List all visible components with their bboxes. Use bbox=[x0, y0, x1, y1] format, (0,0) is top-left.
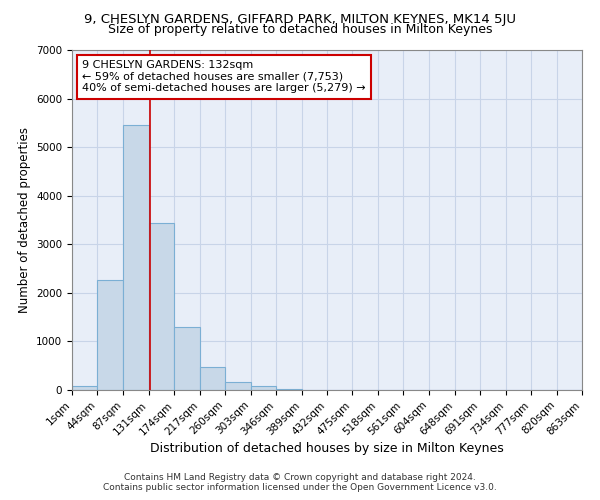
Y-axis label: Number of detached properties: Number of detached properties bbox=[17, 127, 31, 313]
Text: Contains HM Land Registry data © Crown copyright and database right 2024.
Contai: Contains HM Land Registry data © Crown c… bbox=[103, 473, 497, 492]
Bar bbox=[276, 388, 302, 390]
Bar bbox=[200, 367, 225, 390]
Bar bbox=[175, 327, 200, 390]
Bar bbox=[123, 126, 149, 390]
Bar bbox=[225, 382, 251, 390]
Text: 9 CHESLYN GARDENS: 132sqm
← 59% of detached houses are smaller (7,753)
40% of se: 9 CHESLYN GARDENS: 132sqm ← 59% of detac… bbox=[82, 60, 366, 94]
Bar bbox=[149, 224, 175, 390]
Bar bbox=[97, 280, 123, 390]
Bar bbox=[72, 386, 97, 390]
Bar bbox=[251, 386, 276, 390]
Text: Size of property relative to detached houses in Milton Keynes: Size of property relative to detached ho… bbox=[108, 22, 492, 36]
Text: 9, CHESLYN GARDENS, GIFFARD PARK, MILTON KEYNES, MK14 5JU: 9, CHESLYN GARDENS, GIFFARD PARK, MILTON… bbox=[84, 12, 516, 26]
X-axis label: Distribution of detached houses by size in Milton Keynes: Distribution of detached houses by size … bbox=[150, 442, 504, 455]
